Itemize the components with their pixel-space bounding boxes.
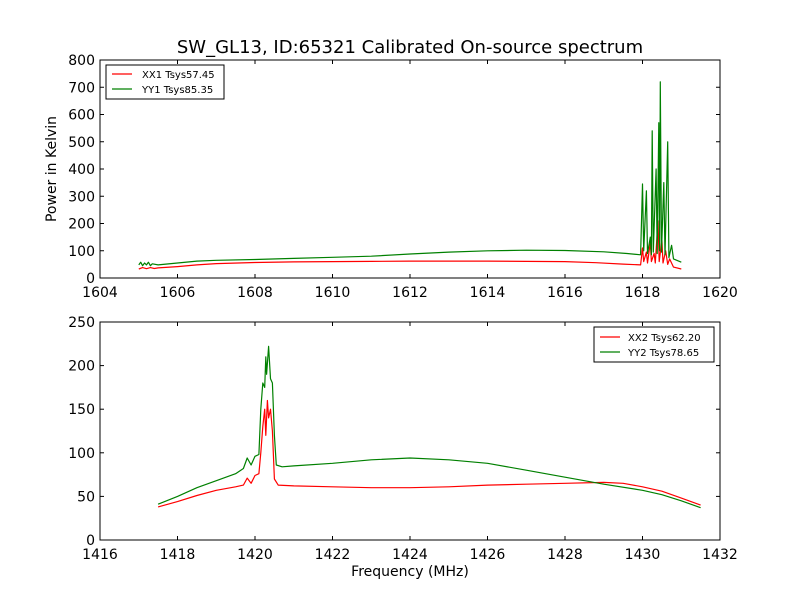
top-xtick-label: 1608 xyxy=(237,285,273,301)
bottom-xtick-label: 1430 xyxy=(625,547,661,563)
top-ytick-label: 700 xyxy=(68,80,95,96)
top-plot: Power in Kelvin 1604 1606 1608 1610 1612 1614… xyxy=(44,53,738,301)
bottom-plot: Frequency (MHz) 1416 1418 1420 1422 1424 1426… xyxy=(68,315,738,580)
bottom-ytick-label: 200 xyxy=(68,359,95,375)
top-series-yy-line xyxy=(138,81,682,267)
top-ytick-label: 200 xyxy=(68,217,95,233)
bottom-xtick-label: 1422 xyxy=(315,547,351,563)
top-legend-yy1-label: YY1 Tsys85.35 xyxy=(141,85,213,96)
top-ytick-label: 0 xyxy=(86,271,95,287)
top-ytick-label: 800 xyxy=(68,53,95,69)
bottom-ytick-label: 250 xyxy=(68,315,95,331)
bottom-plot-legend: XX2 Tsys62.20 YY2 Tsys78.65 xyxy=(593,326,715,363)
top-ytick-label: 400 xyxy=(68,162,95,178)
bottom-xtick-label: 1424 xyxy=(392,547,428,563)
top-legend-xx1-label: XX1 Tsys57.45 xyxy=(142,70,215,81)
bottom-ytick-label: 150 xyxy=(68,402,95,418)
bottom-plot-xlabel: Frequency (MHz) xyxy=(351,564,469,580)
top-xtick-label: 1606 xyxy=(160,285,196,301)
bottom-series-yy-line xyxy=(157,345,701,509)
bottom-xtick-label: 1418 xyxy=(160,547,196,563)
top-ytick-label: 500 xyxy=(68,135,95,151)
bottom-ytick-label: 50 xyxy=(77,489,95,505)
bottom-xtick-label: 1416 xyxy=(82,547,118,563)
top-ytick-label: 100 xyxy=(68,244,95,260)
top-plot-ylabel: Power in Kelvin xyxy=(44,116,60,222)
top-ytick-label: 600 xyxy=(68,108,95,124)
bottom-legend-yy2-label: YY2 Tsys78.65 xyxy=(627,348,699,359)
top-plot-series xyxy=(138,81,682,270)
top-xtick-label: 1612 xyxy=(392,285,428,301)
top-xtick-label: 1616 xyxy=(547,285,583,301)
top-xtick-label: 1618 xyxy=(625,285,661,301)
bottom-xtick-label: 1426 xyxy=(470,547,506,563)
bottom-series-xx-line xyxy=(157,399,701,508)
top-plot-ticks: 1604 1606 1608 1610 1612 1614 1616 1618 1620 0 100… xyxy=(68,53,738,301)
top-legend-box xyxy=(105,64,225,100)
top-plot-legend: XX1 Tsys57.45 YY1 Tsys85.35 xyxy=(105,64,225,100)
bottom-ytick-label: 0 xyxy=(86,533,95,549)
top-xtick-label: 1604 xyxy=(82,285,118,301)
bottom-legend-xx2-label: XX2 Tsys62.20 xyxy=(628,333,701,344)
bottom-xtick-label: 1420 xyxy=(237,547,273,563)
bottom-legend-box xyxy=(593,326,715,363)
bottom-plot-ticks: 1416 1418 1420 1422 1424 1426 1428 1430 1432 0 50 1… xyxy=(68,315,738,563)
top-xtick-label: 1610 xyxy=(315,285,351,301)
bottom-plot-series xyxy=(157,345,701,509)
bottom-ytick-label: 100 xyxy=(68,446,95,462)
bottom-xtick-label: 1432 xyxy=(702,547,738,563)
bottom-xtick-label: 1428 xyxy=(547,547,583,563)
top-xtick-label: 1620 xyxy=(702,285,738,301)
top-xtick-label: 1614 xyxy=(470,285,506,301)
top-ytick-label: 300 xyxy=(68,189,95,205)
chart-title: SW_GL13, ID:65321 Calibrated On-source s… xyxy=(177,37,643,58)
